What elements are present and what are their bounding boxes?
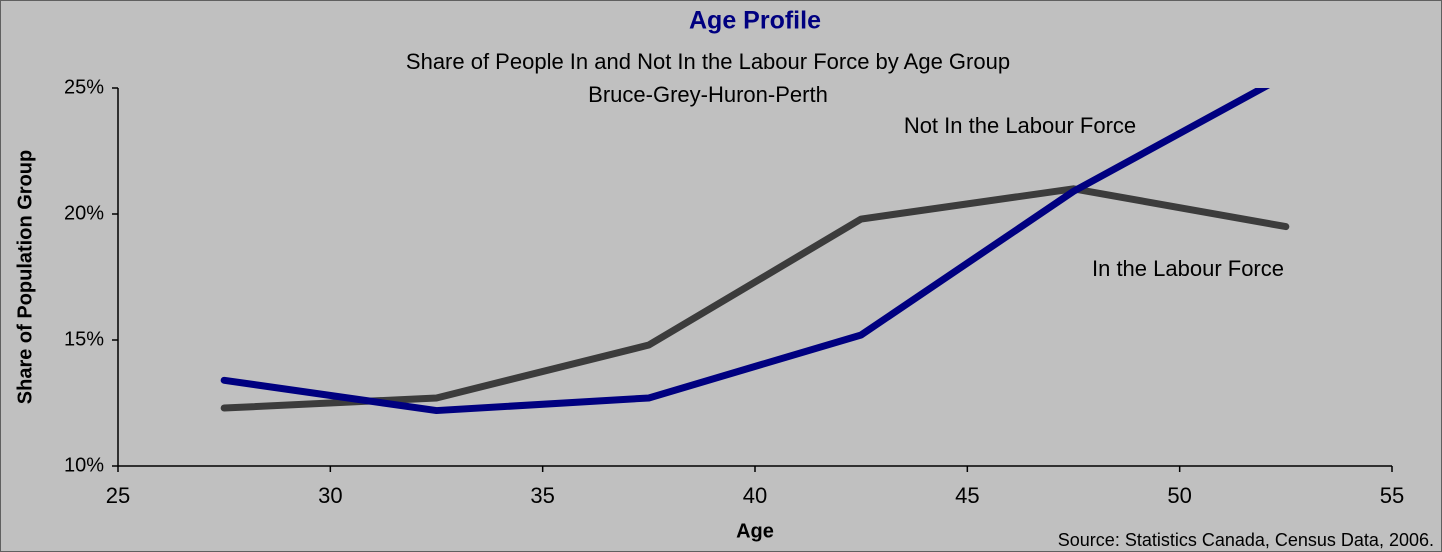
y-tick-label: 10%: [64, 454, 104, 476]
y-tick-label: 20%: [64, 202, 104, 224]
chart-subtitle: Share of People In and Not In the Labour…: [406, 49, 1010, 74]
x-tick-label: 35: [530, 483, 554, 508]
source-note: Source: Statistics Canada, Census Data, …: [1058, 530, 1434, 550]
x-tick-label: 55: [1380, 483, 1404, 508]
series-label: In the Labour Force: [1092, 256, 1284, 281]
chart-title: Age Profile: [689, 7, 821, 35]
x-axis-label: Age: [736, 520, 774, 542]
x-tick-label: 25: [106, 483, 130, 508]
x-tick-label: 45: [955, 483, 979, 508]
series-line: [220, 185, 1290, 412]
y-axis-label: Share of Population Group: [14, 150, 36, 404]
y-tick-label: 25%: [64, 76, 104, 98]
x-tick-label: 50: [1167, 483, 1191, 508]
x-tick-label: 30: [318, 483, 342, 508]
chart-subtitle: Bruce-Grey-Huron-Perth: [588, 82, 828, 107]
series-label: Not In the Labour Force: [904, 113, 1136, 138]
series-line: [220, 88, 1271, 415]
x-tick-label: 40: [743, 483, 767, 508]
y-tick-label: 15%: [64, 328, 104, 350]
